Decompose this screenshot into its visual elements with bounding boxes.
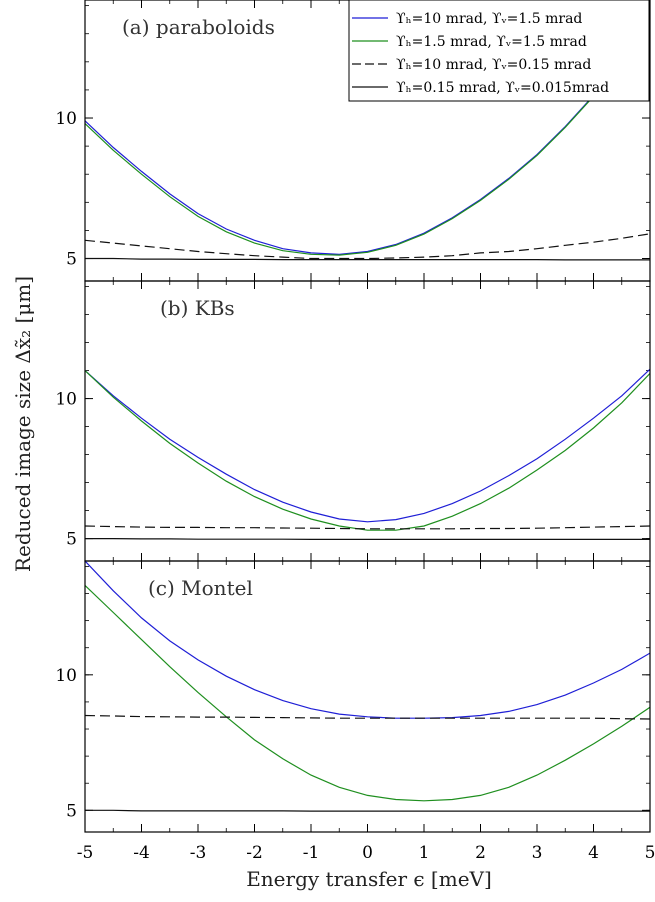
series-line-4 <box>85 257 650 261</box>
series-line-3 <box>85 233 650 260</box>
series-group <box>85 24 650 261</box>
series-line-2 <box>85 370 650 531</box>
series-line-1 <box>85 368 650 523</box>
panel-label: (b) KBs <box>160 296 235 320</box>
x-tick-label: -1 <box>303 843 320 863</box>
panel-2: 5 10 (b) KBs <box>55 280 651 562</box>
series-line-3 <box>85 714 650 720</box>
panel-frame <box>84 280 651 562</box>
x-tick-label: -5 <box>77 843 94 863</box>
series-line-2 <box>85 584 650 802</box>
y-tick-label: 5 <box>66 250 77 270</box>
x-tick-label: -2 <box>246 843 263 863</box>
legend-label-2: ϒₕ=1.5 mrad, ϒᵥ=1.5 mrad <box>396 34 587 50</box>
x-tick-label: 4 <box>588 843 599 863</box>
y-tick-label: 10 <box>55 109 77 129</box>
legend-label-3: ϒₕ=10 mrad, ϒᵥ=0.15 mrad <box>396 57 591 73</box>
y-axis-title: Reduced image size Δx̃₂ [μm] <box>11 276 35 572</box>
series-line-2 <box>85 26 650 256</box>
panel-frame <box>84 560 651 833</box>
series-line-4 <box>85 537 650 541</box>
series-line-1 <box>85 561 650 719</box>
y-tick-label: 10 <box>55 666 77 686</box>
legend-box <box>348 0 650 102</box>
panel-label: (a) paraboloids <box>122 15 275 39</box>
x-tick-label: 5 <box>645 843 655 863</box>
y-tick-label: 5 <box>66 801 77 821</box>
panel-3: 5 10 (c) Montel <box>55 560 651 833</box>
x-tick-label: -4 <box>133 843 150 863</box>
x-tick-label: 2 <box>475 843 486 863</box>
y-tick-label: 5 <box>66 530 77 550</box>
series-group <box>85 368 650 541</box>
x-tick-label: 1 <box>419 843 430 863</box>
legend: ϒₕ=10 mrad, ϒᵥ=1.5 mrad ϒₕ=1.5 mrad, ϒᵥ=… <box>348 0 650 102</box>
panel-label: (c) Montel <box>148 576 253 600</box>
series-line-4 <box>85 809 650 812</box>
x-axis-title: Energy transfer ϵ [meV] <box>246 867 492 891</box>
x-tick-label: 0 <box>362 843 373 863</box>
x-tick-label: 3 <box>532 843 543 863</box>
series-line-3 <box>85 525 650 530</box>
legend-label-1: ϒₕ=10 mrad, ϒᵥ=1.5 mrad <box>396 11 582 27</box>
legend-label-4: ϒₕ=0.15 mrad, ϒᵥ=0.015mrad <box>396 80 609 96</box>
series-group <box>85 561 650 812</box>
y-tick-label: 10 <box>55 390 77 410</box>
x-tick-label: -3 <box>190 843 207 863</box>
